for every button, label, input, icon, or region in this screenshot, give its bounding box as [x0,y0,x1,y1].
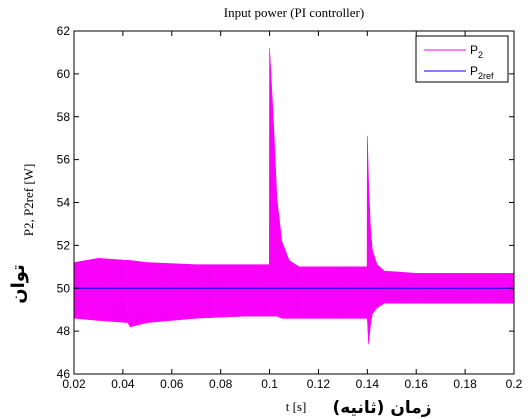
y-tick-label: 56 [57,153,71,167]
y-tick-label: 58 [57,110,71,124]
x-axis-label-persian: زمان (ثانیه) [332,398,431,418]
x-tick-label: 0.18 [453,377,477,391]
legend-box [415,35,509,83]
y-tick-label: 52 [57,238,71,252]
x-tick-label: 0.14 [356,377,380,391]
x-axis-label: t [s] [286,399,307,414]
y-axis-label-persian: توان [8,264,29,304]
y-axis-label: P2, P2ref [W] [21,164,36,237]
y-tick-label: 46 [57,367,71,381]
y-tick-label: 60 [57,67,71,81]
y-axis: 46 48 50 52 54 56 58 60 62 [57,24,514,381]
legend-label-p2: P2 [470,43,483,60]
x-tick-label: 0.06 [160,377,184,391]
x-tick-label: 0.08 [209,377,233,391]
x-tick-label: 0.04 [111,377,135,391]
legend-label-p2ref: P2ref [470,64,494,81]
y-tick-label: 54 [57,196,71,210]
x-tick-label: 0.12 [307,377,331,391]
x-tick-label: 0.2 [506,377,523,391]
y-tick-label: 50 [57,281,71,295]
y-tick-label: 62 [57,24,71,38]
x-tick-label: 0.16 [405,377,429,391]
x-tick-label: 0.1 [261,377,278,391]
chart-title: Input power (PI controller) [224,5,364,20]
y-tick-label: 48 [57,324,71,338]
x-tick-label: 0.02 [62,377,86,391]
x-axis: 0.02 0.04 0.06 0.08 0.1 0.12 0.14 0.16 0.18 0.2 [62,31,523,391]
legend: P2 P2ref [415,35,509,83]
